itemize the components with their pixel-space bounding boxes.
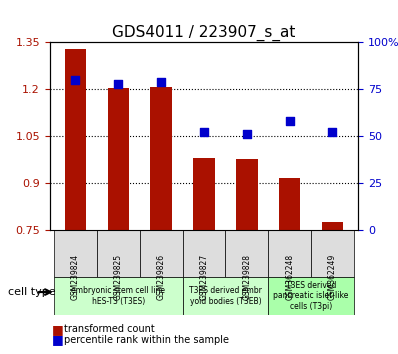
Point [244, 131, 250, 137]
Point [115, 81, 121, 86]
Text: GSM239824: GSM239824 [71, 254, 80, 300]
Text: GSM239828: GSM239828 [242, 254, 251, 300]
Text: transformed count: transformed count [64, 324, 154, 334]
Text: ■: ■ [52, 323, 64, 336]
Bar [65, 49, 86, 230]
FancyBboxPatch shape [268, 277, 354, 315]
FancyBboxPatch shape [311, 230, 354, 277]
FancyBboxPatch shape [54, 230, 97, 277]
Bar [279, 178, 300, 230]
Bar [236, 159, 258, 230]
Bar [150, 87, 172, 230]
Title: GDS4011 / 223907_s_at: GDS4011 / 223907_s_at [112, 25, 296, 41]
Text: GSM239825: GSM239825 [114, 254, 123, 300]
Point [329, 130, 336, 135]
Bar [193, 158, 215, 230]
FancyBboxPatch shape [183, 277, 268, 315]
FancyBboxPatch shape [225, 230, 268, 277]
Point [287, 118, 293, 124]
Text: GSM239827: GSM239827 [199, 254, 209, 300]
Text: ■: ■ [52, 333, 64, 346]
Text: embryonic stem cell line
hES-T3 (T3ES): embryonic stem cell line hES-T3 (T3ES) [71, 286, 165, 306]
FancyBboxPatch shape [140, 230, 183, 277]
FancyBboxPatch shape [183, 230, 225, 277]
Text: GSM362248: GSM362248 [285, 254, 294, 300]
Text: percentile rank within the sample: percentile rank within the sample [64, 335, 229, 345]
FancyBboxPatch shape [97, 230, 140, 277]
Text: GSM239826: GSM239826 [157, 254, 166, 300]
Text: T3ES derived embr
yoid bodies (T3EB): T3ES derived embr yoid bodies (T3EB) [189, 286, 262, 306]
FancyBboxPatch shape [54, 277, 183, 315]
Point [72, 77, 79, 83]
Text: T3ES derived
pancreatic islet-like
cells (T3pi): T3ES derived pancreatic islet-like cells… [273, 281, 349, 311]
Text: cell type: cell type [8, 287, 56, 297]
Bar [107, 88, 129, 230]
Text: GSM362249: GSM362249 [328, 254, 337, 300]
FancyBboxPatch shape [268, 230, 311, 277]
Bar [322, 222, 343, 230]
Point [201, 130, 207, 135]
Point [158, 79, 164, 85]
